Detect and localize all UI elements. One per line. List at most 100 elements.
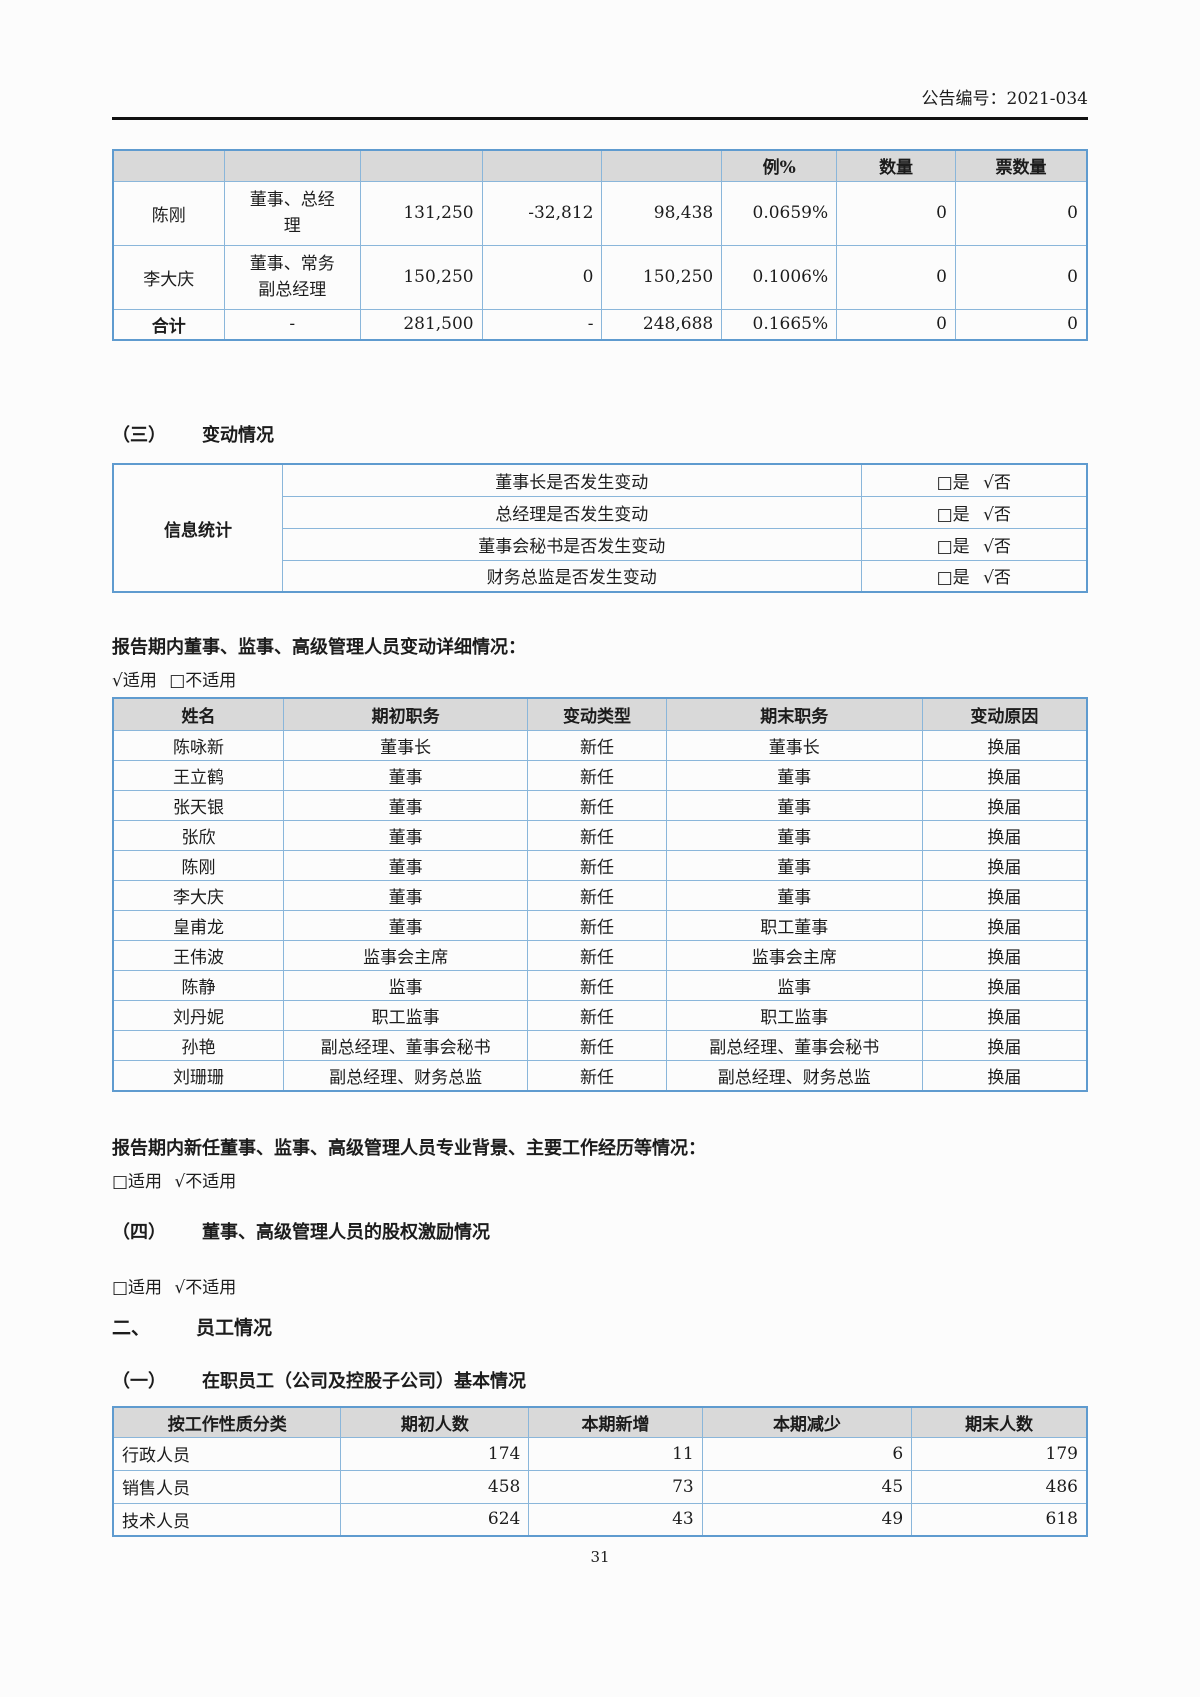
- info-stats-table: 信息统计 董事长是否发生变动 □是 √否 总经理是否发生变动 □是 √否 董事会…: [112, 463, 1088, 593]
- table-row: 孙艳 副总经理、董事会秘书 新任 副总经理、董事会秘书 换届: [112, 1029, 1088, 1061]
- cell: 281,500: [359, 308, 483, 341]
- cell: -: [223, 308, 361, 341]
- cell: 换届: [921, 789, 1088, 821]
- cell: 73: [528, 1469, 703, 1504]
- cell: 45: [701, 1469, 913, 1504]
- table-row: 信息统计 董事长是否发生变动 □是 √否: [112, 463, 1088, 593]
- table-row: 李大庆 董事、常务 副总经理 150,250 0 150,250 0.1006%…: [112, 244, 1088, 310]
- cell: 0.1006%: [721, 244, 838, 310]
- cell: 职工监事: [665, 999, 923, 1031]
- cell: 新任: [527, 759, 667, 791]
- cell: 李大庆: [112, 879, 284, 911]
- cell: 董事: [282, 879, 529, 911]
- section-title: 董事、高级管理人员的股权激励情况: [202, 1221, 490, 1243]
- cell: 换届: [921, 999, 1088, 1031]
- table-row: 销售人员 458 73 45 486: [112, 1469, 1088, 1504]
- cell: 董事: [665, 759, 923, 791]
- cell: 486: [911, 1469, 1088, 1504]
- col-header: 票数量: [954, 149, 1088, 182]
- table-header-row: 按工作性质分类 期初人数 本期新增 本期减少 期末人数: [112, 1406, 1088, 1438]
- question-cell: 董事长是否发生变动: [281, 463, 862, 497]
- table-row: 技术人员 624 43 49 618: [112, 1502, 1088, 1537]
- col-header: 数量: [836, 149, 956, 182]
- cell: 6: [701, 1436, 913, 1471]
- cell: -32,812: [481, 180, 603, 246]
- cell: 技术人员: [112, 1502, 342, 1537]
- cell: 0: [836, 308, 956, 341]
- cell: 618: [911, 1502, 1088, 1537]
- table-row: 行政人员 174 11 6 179: [112, 1436, 1088, 1471]
- cell: 王立鹤: [112, 759, 284, 791]
- cell: 董事: [282, 819, 529, 851]
- col-header: 本期新增: [528, 1406, 703, 1438]
- cell: 孙艳: [112, 1029, 284, 1061]
- cell: 董事: [282, 909, 529, 941]
- table-row: 陈静 监事 新任 监事 换届: [112, 969, 1088, 1001]
- cell: 副总经理、董事会秘书: [282, 1029, 529, 1061]
- table-row: 王伟波 监事会主席 新任 监事会主席 换届: [112, 939, 1088, 971]
- cell: 换届: [921, 939, 1088, 971]
- info-stats-label: 信息统计: [112, 463, 283, 593]
- cell: 董事: [282, 789, 529, 821]
- cell: 王伟波: [112, 939, 284, 971]
- new-appointee-applicability: □适用 √不适用: [112, 1171, 237, 1192]
- cell: 换届: [921, 1029, 1088, 1061]
- cell: 0: [954, 180, 1088, 246]
- section-title: 变动情况: [202, 425, 274, 446]
- cell: 新任: [527, 1059, 667, 1091]
- cell: 0.1665%: [721, 308, 838, 341]
- cell: 换届: [921, 909, 1088, 941]
- cell: 新任: [527, 849, 667, 881]
- doc-header: 公告编号：2021-034: [112, 84, 1088, 109]
- section-number: （三）: [112, 425, 166, 446]
- col-header: 期初职务: [282, 697, 529, 731]
- cell: 换届: [921, 819, 1088, 851]
- cell: 98,438: [601, 180, 723, 246]
- cell: 换届: [921, 1059, 1088, 1091]
- page-number: 31: [590, 1548, 610, 1566]
- cell: 624: [340, 1502, 530, 1537]
- cell: 陈刚: [112, 180, 225, 246]
- cell: 李大庆: [112, 244, 225, 310]
- cell: 监事会主席: [282, 939, 529, 971]
- cell: 董事、总经 理: [223, 180, 361, 246]
- col-header: [359, 149, 483, 182]
- col-header: [223, 149, 361, 182]
- cell: 458: [340, 1469, 530, 1504]
- table-row: 总经理是否发生变动 □是 √否: [113, 495, 1088, 529]
- table-row: 财务总监是否发生变动 □是 √否: [113, 559, 1088, 593]
- change-detail-applicability: √适用 □不适用: [112, 671, 237, 691]
- cell: 11: [528, 1436, 703, 1471]
- section-number: 二、: [112, 1316, 151, 1339]
- cell: 董事: [665, 819, 923, 851]
- table-row: 皇甫龙 董事 新任 职工董事 换届: [112, 909, 1088, 941]
- section-number: （一）: [112, 1370, 166, 1392]
- cell: 0: [481, 244, 603, 310]
- cell: 0.0659%: [721, 180, 838, 246]
- section-number: （四）: [112, 1221, 166, 1243]
- cell: 董事长: [665, 729, 923, 761]
- col-header: 按工作性质分类: [112, 1406, 342, 1438]
- cell: 行政人员: [112, 1436, 342, 1471]
- cell: 新任: [527, 789, 667, 821]
- answer-cell: □是 √否: [860, 463, 1088, 497]
- cell: 换届: [921, 849, 1088, 881]
- cell: 0: [954, 308, 1088, 341]
- cell: 150,250: [359, 244, 483, 310]
- cell: 179: [911, 1436, 1088, 1471]
- section-heading-3: （三） 变动情况: [112, 421, 1088, 447]
- cell: 职工监事: [282, 999, 529, 1031]
- cell: 新任: [527, 999, 667, 1031]
- staff-table: 按工作性质分类 期初人数 本期新增 本期减少 期末人数 行政人员 174 11 …: [112, 1405, 1088, 1537]
- cell: 新任: [527, 939, 667, 971]
- cell: 副总经理、董事会秘书: [665, 1029, 923, 1061]
- cell: 新任: [527, 879, 667, 911]
- cell: 监事: [282, 969, 529, 1001]
- header-rule: [112, 117, 1088, 120]
- cell: 新任: [527, 969, 667, 1001]
- cell: 董事: [665, 789, 923, 821]
- table-row: 刘丹妮 职工监事 新任 职工监事 换届: [112, 999, 1088, 1031]
- question-cell: 董事会秘书是否发生变动: [281, 527, 862, 561]
- page-footer: 31: [112, 1548, 1088, 1566]
- cell: 150,250: [601, 244, 723, 310]
